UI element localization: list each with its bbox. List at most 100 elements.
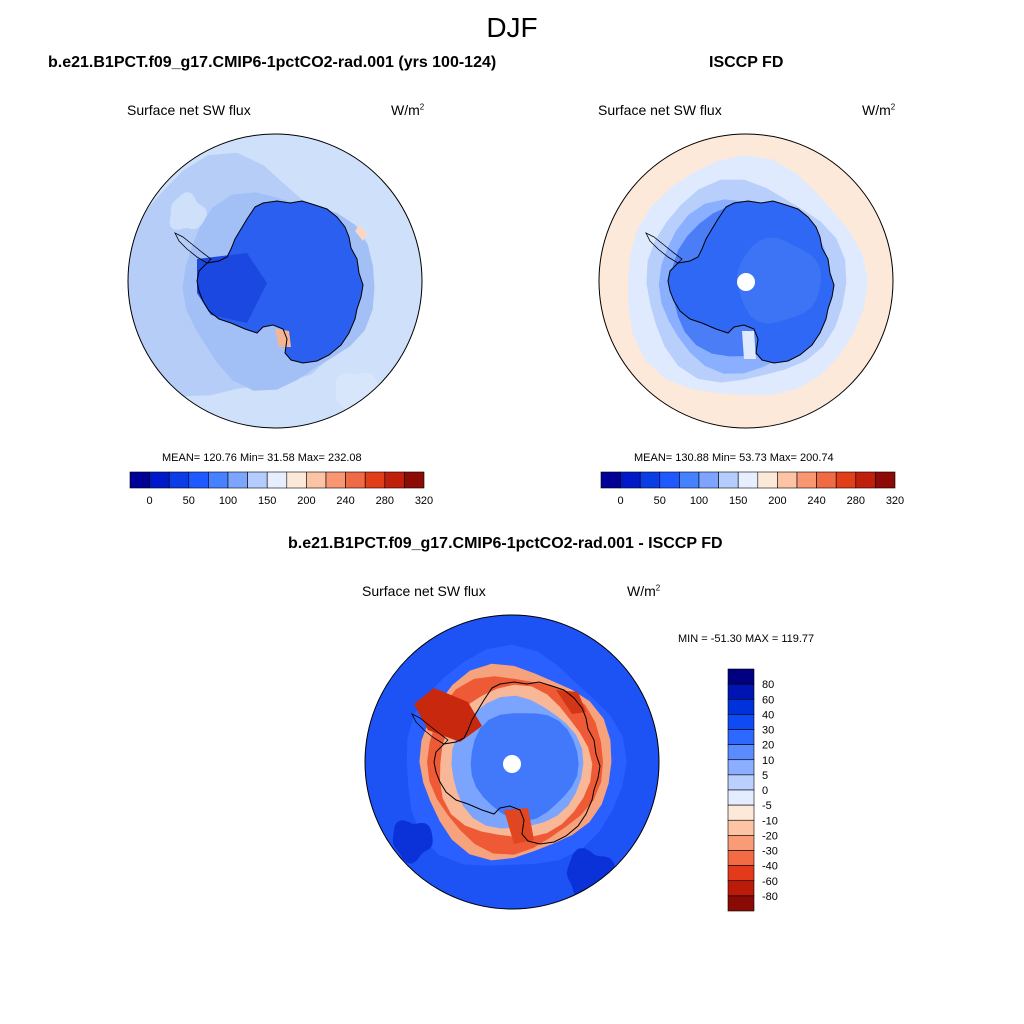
- panel-3-units: W/m2: [627, 583, 661, 599]
- panel-1-contour-4: [197, 201, 363, 363]
- panel-1-map-border: [127, 133, 423, 429]
- panel-1-units: W/m2: [391, 102, 425, 118]
- panel-3-colorbar-level-12: -30: [762, 846, 778, 858]
- panel-3-colorbar-swatch-14: [727, 865, 755, 882]
- panel-1-colorbar-tick-3: 100: [219, 495, 237, 507]
- panel-1-colorbar-swatch-12: [345, 471, 366, 489]
- panel-2-colorbar-swatch-7: [718, 471, 739, 489]
- panel-3-colorbar-level-7: 5: [762, 770, 768, 782]
- panel-1-contour-6: [355, 225, 367, 241]
- panel-1-contour-5: [197, 253, 267, 323]
- panel-3-colorbar-level-11: -20: [762, 830, 778, 842]
- panel-3-colorbar-swatch-2: [727, 683, 755, 700]
- panel-1-coastline: [196, 200, 364, 364]
- panel-3-colorbar: 80 60 40 30 20 10 5 0 -5 -10 -20 -30 -40 -60 -80: [727, 668, 778, 912]
- panel-3-contour-12: [392, 820, 433, 864]
- panel-2-colorbar-swatch-14: [855, 471, 876, 489]
- panel-2-colorbar-tick-7: 280: [847, 495, 865, 507]
- panel-2-contour-7: [736, 237, 821, 324]
- panel-2-pole-mask: [737, 273, 755, 291]
- panel-3-colorbar-level-3: 40: [762, 709, 774, 721]
- panel-3-colorbar-swatch-9: [727, 789, 755, 806]
- panel-3-contour-7: [470, 713, 579, 822]
- panel-1-colorbar-swatch-5: [208, 471, 229, 489]
- panel-2-colorbar-swatch-15: [875, 471, 896, 489]
- panel-2-colorbar-swatch-13: [835, 471, 857, 489]
- panel-1-colorbar-swatch-13: [364, 471, 386, 489]
- panel-1-colorbar-swatch-1: [129, 471, 150, 489]
- panel-3-map-border: [364, 614, 660, 910]
- panel-1-contour-9: [169, 192, 207, 230]
- panel-3-pole-mask: [503, 755, 521, 773]
- panel-2-colorbar-tick-8: 320: [886, 495, 904, 507]
- panel-1-variable: Surface net SW flux: [127, 102, 251, 118]
- panel-1-colorbar-tick-5: 200: [297, 495, 315, 507]
- panel-3-colorbar-level-10: -10: [762, 815, 778, 827]
- panel-1-colorbar-swatch-10: [306, 471, 327, 489]
- panel-2-variable: Surface net SW flux: [598, 102, 722, 118]
- panel-3-colorbar-level-8: 0: [762, 785, 768, 797]
- panel-1-colorbar-swatch-7: [247, 471, 268, 489]
- panel-1-field: [128, 134, 422, 428]
- panel-1-colorbar-tick-4: 150: [258, 495, 276, 507]
- panel-3-colorbar-level-14: -60: [762, 876, 778, 888]
- panel-3-colorbar-swatch-8: [727, 774, 755, 791]
- panel-2-colorbar-swatch-2: [620, 471, 641, 489]
- panel-2-colorbar-swatch-11: [796, 471, 817, 489]
- panel-2-map-border: [598, 133, 894, 429]
- panel-2-title: ISCCP FD: [709, 54, 784, 71]
- panel-3-colorbar-swatch-7: [727, 759, 755, 776]
- panel-2-polar-map: [598, 133, 894, 429]
- panel-1-colorbar-swatch-9: [286, 471, 307, 489]
- panel-3-colorbar-swatch-1: [727, 668, 755, 685]
- panel-2-stats: MEAN= 130.88 Min= 53.73 Max= 200.74: [634, 452, 834, 464]
- panel-3-colorbar-swatch-13: [727, 850, 755, 866]
- panel-3-coastline: [433, 681, 601, 845]
- panel-2-colorbar-swatch-12: [816, 471, 837, 489]
- panel-1-colorbar-swatch-4: [188, 471, 209, 489]
- panel-2-units: W/m2: [862, 102, 896, 118]
- panel-1-colorbar-swatch-8: [266, 471, 288, 489]
- panel-3-colorbar-swatch-4: [727, 714, 755, 730]
- panel-1-colorbar-tick-7: 280: [376, 495, 394, 507]
- panel-1-colorbar-swatch-2: [149, 471, 170, 489]
- panel-3-colorbar-swatch-3: [727, 698, 755, 715]
- panel-3-title: b.e21.B1PCT.f09_g17.CMIP6-1pctCO2-rad.00…: [288, 535, 723, 552]
- panel-1-colorbar-tick-8: 320: [415, 495, 433, 507]
- panel-3-colorbar-swatch-15: [727, 880, 755, 897]
- panel-3-peninsula-coast: [411, 713, 449, 745]
- panel-1-colorbar-swatch-3: [168, 471, 190, 489]
- panel-1-colorbar-tick-1: 0: [147, 495, 153, 507]
- panel-3-colorbar-level-6: 10: [762, 755, 774, 767]
- panel-3-colorbar-swatch-5: [727, 729, 755, 745]
- panel-3-contour-9: [556, 690, 586, 714]
- panel-1-polar-map: [127, 133, 423, 429]
- panel-1-stats: MEAN= 120.76 Min= 31.58 Max= 232.08: [162, 452, 362, 464]
- panel-2-colorbar-tick-1: 0: [618, 495, 624, 507]
- panel-1-colorbar-tick-2: 50: [183, 495, 195, 507]
- panel-3-colorbar-swatch-11: [727, 819, 755, 836]
- panel-2-contour-8: [742, 331, 756, 359]
- panel-2-colorbar-tick-3: 100: [690, 495, 708, 507]
- panel-1-colorbar-swatch-11: [325, 471, 346, 489]
- panel-3-colorbar-level-9: -5: [762, 800, 772, 812]
- panel-2-colorbar-tick-5: 200: [768, 495, 786, 507]
- panel-2-peninsula-coast: [645, 232, 683, 264]
- panel-2-colorbar-swatch-3: [639, 471, 661, 489]
- panel-1-colorbar-swatch-14: [384, 471, 405, 489]
- panel-2-colorbar: 0 50 100 150 200 240 280 320: [600, 471, 904, 507]
- panel-3-colorbar-level-4: 30: [762, 725, 774, 737]
- panel-3-colorbar-swatch-6: [727, 744, 755, 761]
- panel-1-colorbar-swatch-6: [227, 471, 248, 489]
- panel-2-colorbar-swatch-10: [777, 471, 798, 489]
- panel-3-colorbar-swatch-10: [727, 804, 755, 821]
- panel-2-colorbar-swatch-4: [659, 471, 680, 489]
- panel-3-contour-8: [414, 688, 482, 742]
- panel-2-colorbar-tick-6: 240: [807, 495, 825, 507]
- panel-3-colorbar-level-13: -40: [762, 861, 778, 873]
- figure-title: DJF: [486, 12, 538, 43]
- panel-1-colorbar: 0 50 100 150 200 240 280 320: [129, 471, 433, 507]
- panel-1-colorbar-tick-6: 240: [336, 495, 354, 507]
- panel-2-colorbar-swatch-9: [757, 471, 778, 489]
- panel-2-colorbar-swatch-6: [698, 471, 719, 489]
